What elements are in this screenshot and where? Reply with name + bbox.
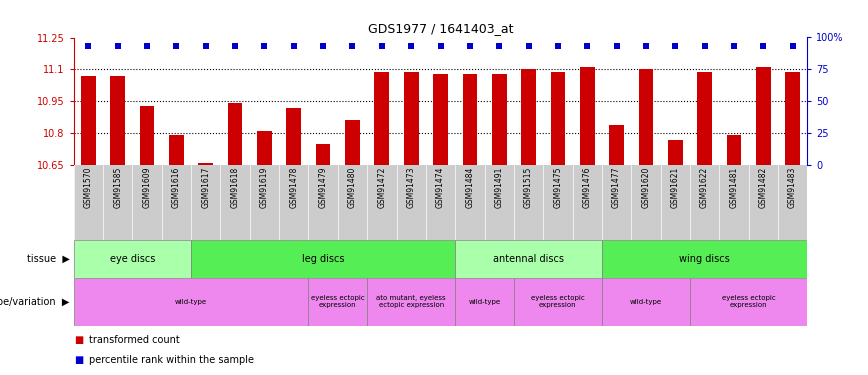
Text: eye discs: eye discs [109,254,155,264]
Title: GDS1977 / 1641403_at: GDS1977 / 1641403_at [368,22,513,35]
Text: percentile rank within the sample: percentile rank within the sample [89,355,254,365]
Bar [191,240,455,278]
Bar [550,72,565,165]
Text: GSM91621: GSM91621 [671,166,680,208]
Bar [404,72,418,165]
Bar [602,240,807,278]
Bar [667,140,682,165]
Text: GSM91475: GSM91475 [554,166,562,208]
Bar [690,278,807,326]
Bar [609,124,624,165]
Bar [81,76,95,165]
Bar [463,74,477,165]
Bar [286,108,301,165]
Bar [433,74,448,165]
Text: GSM91477: GSM91477 [612,166,621,208]
Text: antennal discs: antennal discs [493,254,564,264]
Bar [110,76,125,165]
Bar [639,69,654,165]
Text: leg discs: leg discs [302,254,345,264]
Text: GSM91476: GSM91476 [582,166,592,208]
Text: GSM91479: GSM91479 [319,166,327,208]
Text: GSM91570: GSM91570 [84,166,93,208]
Text: GSM91472: GSM91472 [378,166,386,208]
Text: GSM91478: GSM91478 [289,166,299,208]
Bar [74,240,191,278]
Text: GSM91585: GSM91585 [114,166,122,208]
Bar [514,278,602,326]
Text: wild-type: wild-type [630,299,662,305]
Text: tissue  ▶: tissue ▶ [27,254,69,264]
Bar [455,278,514,326]
Bar [580,67,595,165]
Text: GSM91474: GSM91474 [436,166,445,208]
Text: genotype/variation  ▶: genotype/variation ▶ [0,297,69,307]
Bar [345,120,360,165]
Bar [308,278,367,326]
Text: GSM91480: GSM91480 [348,166,357,208]
Bar [374,72,389,165]
Text: wild-type: wild-type [469,299,501,305]
Text: GSM91482: GSM91482 [759,166,767,208]
Bar [727,135,741,165]
Bar [227,104,242,165]
Text: GSM91491: GSM91491 [495,166,503,208]
Text: eyeless ectopic
expression: eyeless ectopic expression [311,296,365,308]
Text: ato mutant, eyeless
ectopic expression: ato mutant, eyeless ectopic expression [377,296,446,308]
Text: GSM91618: GSM91618 [231,166,240,208]
Text: GSM91616: GSM91616 [172,166,181,208]
Bar [756,67,771,165]
Text: GSM91481: GSM91481 [729,166,739,208]
Text: GSM91515: GSM91515 [524,166,533,208]
Bar [492,74,507,165]
Text: GSM91622: GSM91622 [700,166,709,208]
Bar [140,105,155,165]
Bar [521,69,536,165]
Text: GSM91484: GSM91484 [465,166,474,208]
Bar [455,240,602,278]
Text: ■: ■ [74,335,83,345]
Bar [316,144,331,165]
Text: eyeless ectopic
expression: eyeless ectopic expression [531,296,585,308]
Text: GSM91609: GSM91609 [142,166,152,208]
Text: ■: ■ [74,355,83,365]
Text: eyeless ectopic
expression: eyeless ectopic expression [721,296,775,308]
Bar [257,131,272,165]
Text: transformed count: transformed count [89,335,181,345]
Text: GSM91617: GSM91617 [201,166,210,208]
Text: GSM91473: GSM91473 [407,166,416,208]
Bar [602,278,690,326]
Bar [169,135,184,165]
Bar [786,72,800,165]
Bar [199,163,214,165]
Text: GSM91620: GSM91620 [641,166,650,208]
Bar [367,278,455,326]
Text: GSM91619: GSM91619 [260,166,269,208]
Text: wing discs: wing discs [679,254,730,264]
Text: wild-type: wild-type [175,299,207,305]
Bar [697,72,712,165]
Bar [74,278,308,326]
Text: GSM91483: GSM91483 [788,166,797,208]
